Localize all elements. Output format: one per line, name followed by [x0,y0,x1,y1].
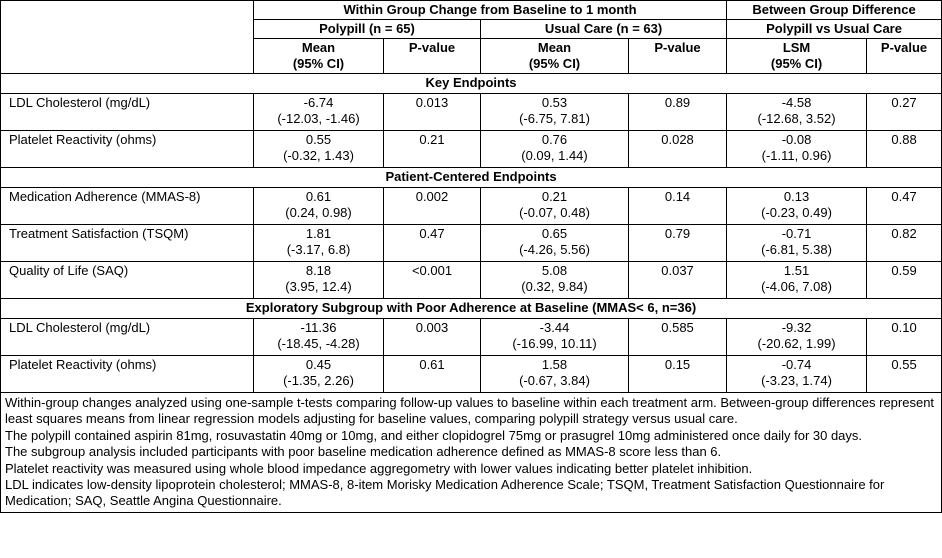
cell: -3.44 (-16.99, 10.11) [480,318,629,356]
cell: 0.003 [383,318,481,356]
cell: <0.001 [383,261,481,299]
column-header: Mean (95% CI) [253,38,384,74]
footnote-row: Within-group changes analyzed using one-… [0,392,942,513]
data-row: Treatment Satisfaction (TSQM) 1.81 (-3.17… [0,224,942,262]
cell: -9.32 (-20.62, 1.99) [726,318,868,356]
cell: 0.585 [627,318,728,356]
column-header: P-value [866,38,942,74]
footnote: Platelet reactivity was measured using w… [5,460,753,476]
data-row: Platelet Reactivity (ohms) 0.55 (-0.32, 1… [0,130,942,168]
section-title: Patient-Centered Endpoints [0,167,942,188]
group-header: Within Group Change from Baseline to 1 m… [252,0,728,20]
cell: -6.74 (-12.03, -1.46) [253,93,384,131]
section-title: Exploratory Subgroup with Poor Adherence… [0,298,942,319]
column-header: Mean (95% CI) [480,38,629,74]
cell: 1.51 (-4.06, 7.08) [726,261,868,299]
cell: 0.002 [383,187,481,225]
footnote: The subgroup analysis included participa… [5,444,722,460]
row-label: LDL Cholesterol (mg/dL) [0,318,254,356]
footnote: LDL indicates low-density lipoprotein ch… [5,477,885,509]
cell: 0.82 [866,224,942,262]
row-label: Quality of Life (SAQ) [0,261,254,299]
section-row: Patient-Centered Endpoints [0,167,942,188]
header-row: Within Group Change from Baseline to 1 m… [0,0,942,74]
cell: 0.47 [383,224,481,262]
cell: 0.14 [627,187,728,225]
cell: 0.13 (-0.23, 0.49) [726,187,868,225]
data-row: Platelet Reactivity (ohms) 0.45 (-1.35, 2… [0,355,942,393]
row-label: LDL Cholesterol (mg/dL) [0,93,254,131]
column-header: LSM (95% CI) [726,38,868,74]
cell: 0.79 [627,224,728,262]
header-row: Mean (95% CI) P-value Mean (95% CI) P-value… [1,38,942,74]
cell: 0.028 [627,130,728,168]
data-row: Medication Adherence (MMAS-8) 0.61 (0.24,… [0,187,942,225]
cell: 0.013 [383,93,481,131]
header-row: Polypill (n = 65) Usual Care (n = 63) Poly… [1,19,942,39]
cell: 8.18 (3.95, 12.4) [253,261,384,299]
cell: -0.08 (-1.11, 0.96) [726,130,868,168]
cell: 0.55 [866,355,942,393]
data-row: Quality of Life (SAQ) 8.18 (3.95, 12.4) <0… [0,261,942,299]
column-header: P-value [627,38,728,74]
cell: 0.89 [627,93,728,131]
section-row: Key Endpoints [0,73,942,94]
data-row: LDL Cholesterol (mg/dL) -6.74 (-12.03, -1… [0,93,942,131]
row-label: Treatment Satisfaction (TSQM) [0,224,254,262]
section-row: Exploratory Subgroup with Poor Adherence… [0,298,942,319]
cell: 5.08 (0.32, 9.84) [480,261,629,299]
cell: -0.74 (-3.23, 1.74) [726,355,868,393]
cell: 1.58 (-0.67, 3.84) [480,355,629,393]
cell: 0.21 (-0.07, 0.48) [480,187,629,225]
arm-header: Usual Care (n = 63) [479,19,728,39]
footnotes: Within-group changes analyzed using one-… [0,392,942,513]
cell: 0.59 [866,261,942,299]
row-label: Platelet Reactivity (ohms) [0,355,254,393]
cell: 0.61 (0.24, 0.98) [253,187,384,225]
footnote: The polypill contained aspirin 81mg, ros… [5,427,863,443]
cell: 0.15 [627,355,728,393]
row-label: Medication Adherence (MMAS-8) [0,187,254,225]
cell: 0.65 (-4.26, 5.56) [480,224,629,262]
arm-header: Polypill (n = 65) [253,19,481,39]
cell: -0.71 (-6.81, 5.38) [726,224,868,262]
cell: 0.61 [383,355,481,393]
cell: 0.47 [866,187,942,225]
column-header: P-value [383,38,481,74]
cell: 0.55 (-0.32, 1.43) [253,130,384,168]
cell: -4.58 (-12.68, 3.52) [726,93,868,131]
cell: 0.53 (-6.75, 7.81) [480,93,629,131]
cell: 0.88 [866,130,942,168]
results-table: Within Group Change from Baseline to 1 m… [0,0,942,513]
row-label: Platelet Reactivity (ohms) [0,130,254,168]
group-header: Between Group Difference [726,0,942,20]
arm-header: Polypill vs Usual Care [726,19,942,39]
footnote: Within-group changes analyzed using one-… [5,395,935,427]
table-body: Within Group Change from Baseline to 1 m… [0,0,942,513]
cell: 0.76 (0.09, 1.44) [480,130,629,168]
data-row: LDL Cholesterol (mg/dL) -11.36 (-18.45, -… [0,318,942,356]
cell: 0.45 (-1.35, 2.26) [253,355,384,393]
cell: 0.10 [866,318,942,356]
cell: 1.81 (-3.17, 6.8) [253,224,384,262]
corner-cell [0,0,254,74]
cell: 0.037 [627,261,728,299]
cell: -11.36 (-18.45, -4.28) [253,318,384,356]
cell: 0.27 [866,93,942,131]
section-title: Key Endpoints [0,73,942,94]
cell: 0.21 [383,130,481,168]
